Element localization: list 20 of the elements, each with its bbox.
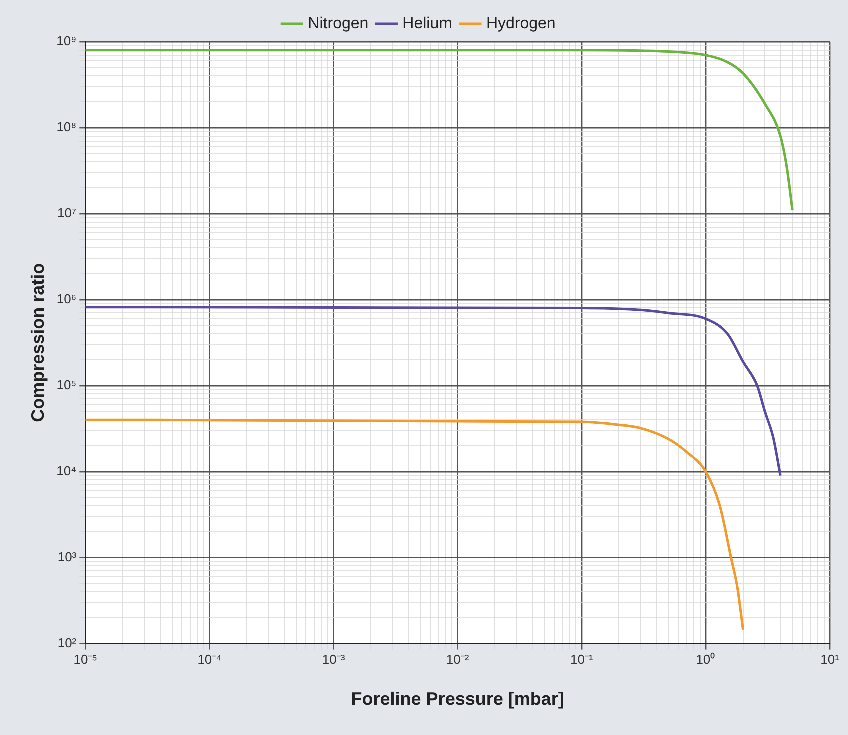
x-tick-label: 10⁰ [696,652,716,668]
x-tick-label: 10⁻³ [322,652,346,668]
y-tick-label: 10² [58,635,78,650]
x-tick-label: 10⁻⁴ [198,652,222,668]
y-tick-label: 10⁶ [56,291,77,306]
y-tick-label: 10⁴ [56,463,77,478]
x-tick-label: 10⁻² [446,652,470,668]
x-axis-title: Foreline Pressure [mbar] [351,689,564,710]
legend-label: Helium [402,15,452,32]
x-tick-label: 10⁻¹ [570,652,594,668]
y-tick-label: 10⁵ [56,377,77,392]
x-tick-label: 10¹ [820,652,840,668]
legend-label: Nitrogen [308,15,369,32]
legend-label: Hydrogen [486,15,556,32]
y-tick-label: 10⁸ [56,120,77,135]
y-tick-label: 10⁹ [56,34,77,49]
y-tick-label: 10³ [58,549,78,564]
y-tick-label: 10⁷ [57,206,77,221]
x-tick-label: 10⁻⁵ [74,652,98,668]
y-axis-title: Compression ratio [28,263,48,422]
